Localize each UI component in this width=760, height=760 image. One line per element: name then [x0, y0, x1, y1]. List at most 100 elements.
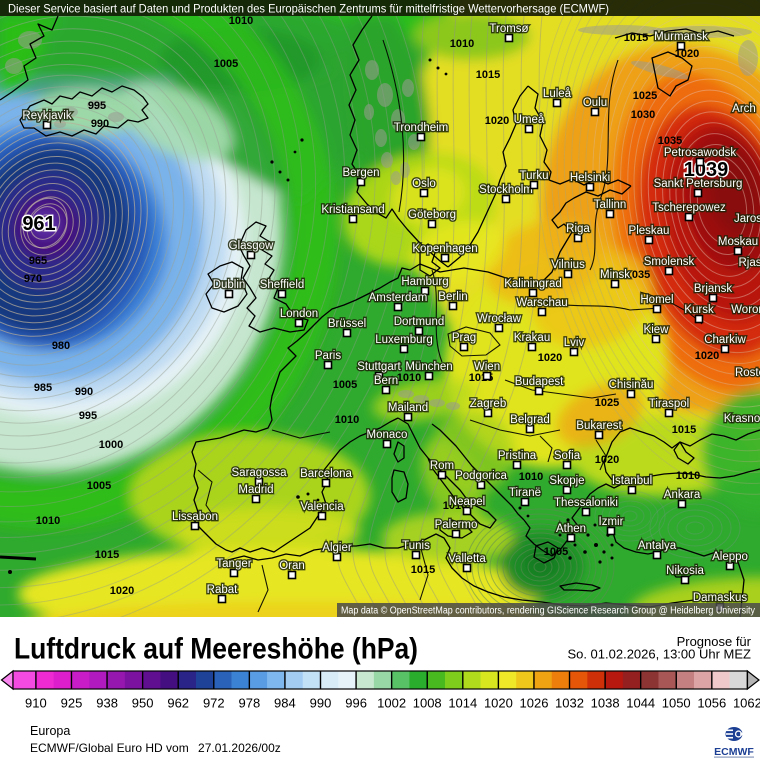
- svg-text:Pristina: Pristina: [498, 450, 537, 462]
- svg-text:Jaros: Jaros: [734, 213, 760, 225]
- svg-text:978: 978: [239, 696, 261, 711]
- svg-text:Umeå: Umeå: [514, 114, 545, 126]
- svg-text:Prag: Prag: [452, 332, 476, 344]
- svg-text:1062: 1062: [733, 696, 760, 711]
- svg-text:1025: 1025: [595, 397, 619, 409]
- svg-text:Monaco: Monaco: [367, 429, 408, 441]
- svg-text:Minsk: Minsk: [600, 269, 630, 281]
- svg-text:Brüssel: Brüssel: [328, 318, 366, 330]
- svg-text:Reykjavik: Reykjavik: [22, 110, 71, 122]
- svg-text:Tanger: Tanger: [216, 558, 251, 570]
- svg-text:Turku: Turku: [520, 170, 549, 182]
- svg-text:1008: 1008: [413, 696, 442, 711]
- svg-text:Bukarest: Bukarest: [576, 420, 622, 432]
- svg-text:Bergen: Bergen: [342, 167, 379, 179]
- svg-text:Berlin: Berlin: [438, 291, 467, 303]
- svg-text:1010: 1010: [335, 414, 359, 426]
- svg-text:Belgrad: Belgrad: [510, 414, 550, 426]
- svg-text:Luftdruck auf Meereshöhe (hPa): Luftdruck auf Meereshöhe (hPa): [14, 633, 418, 666]
- svg-text:Algier: Algier: [322, 542, 352, 554]
- svg-text:Athen: Athen: [556, 523, 586, 535]
- svg-text:1044: 1044: [626, 696, 655, 711]
- svg-text:1010: 1010: [450, 38, 474, 50]
- svg-text:Smolensk: Smolensk: [644, 256, 695, 268]
- svg-text:Krakau: Krakau: [514, 332, 550, 344]
- svg-text:990: 990: [75, 386, 93, 398]
- svg-text:961: 961: [22, 213, 55, 235]
- svg-text:990: 990: [91, 118, 109, 130]
- svg-text:970: 970: [24, 273, 42, 285]
- svg-text:Europa: Europa: [30, 724, 70, 738]
- svg-text:Brjansk: Brjansk: [694, 283, 733, 295]
- svg-text:1025: 1025: [633, 90, 657, 102]
- svg-text:Tiraspol: Tiraspol: [649, 398, 689, 410]
- svg-text:925: 925: [61, 696, 83, 711]
- svg-text:Kaliningrad: Kaliningrad: [504, 278, 562, 290]
- svg-text:Valletta: Valletta: [448, 553, 486, 565]
- svg-text:Skopje: Skopje: [549, 475, 584, 487]
- svg-text:Homel: Homel: [640, 294, 673, 306]
- svg-text:ECMWF: ECMWF: [714, 746, 754, 758]
- svg-text:Kursk: Kursk: [684, 304, 714, 316]
- svg-text:Nikosia: Nikosia: [666, 565, 704, 577]
- svg-text:1014: 1014: [448, 696, 477, 711]
- svg-text:950: 950: [132, 696, 154, 711]
- svg-text:Warschau: Warschau: [516, 297, 567, 309]
- svg-text:1020: 1020: [695, 350, 719, 362]
- svg-text:Neapel: Neapel: [449, 496, 485, 508]
- svg-text:995: 995: [88, 100, 106, 112]
- svg-text:985: 985: [34, 382, 52, 394]
- svg-text:980: 980: [52, 340, 70, 352]
- svg-text:Helsinki: Helsinki: [570, 172, 610, 184]
- svg-text:1035: 1035: [658, 135, 682, 147]
- svg-text:Dortmund: Dortmund: [394, 316, 445, 328]
- svg-text:1015: 1015: [411, 564, 435, 576]
- svg-text:Rabat: Rabat: [207, 584, 238, 596]
- svg-text:Zagreb: Zagreb: [470, 398, 506, 410]
- svg-text:London: London: [280, 308, 318, 320]
- svg-text:1002: 1002: [377, 696, 406, 711]
- svg-text:Budapest: Budapest: [515, 376, 564, 388]
- svg-text:Kiew: Kiew: [644, 324, 670, 336]
- svg-text:Krasno: Krasno: [724, 413, 760, 425]
- svg-text:Göteborg: Göteborg: [408, 209, 456, 221]
- svg-text:Rom: Rom: [430, 460, 454, 472]
- svg-text:962: 962: [167, 696, 189, 711]
- svg-text:Dublin: Dublin: [213, 279, 246, 291]
- svg-text:Pleskau: Pleskau: [629, 225, 670, 237]
- svg-text:1038: 1038: [591, 696, 620, 711]
- svg-text:Bern: Bern: [374, 375, 398, 387]
- svg-text:Oulu: Oulu: [583, 97, 607, 109]
- svg-text:Sheffield: Sheffield: [260, 279, 305, 291]
- svg-text:Oslo: Oslo: [412, 178, 436, 190]
- svg-text:Sofia: Sofia: [554, 450, 581, 462]
- svg-text:Lviv: Lviv: [564, 337, 585, 349]
- svg-text:Antalya: Antalya: [638, 540, 677, 552]
- svg-text:Mailand: Mailand: [388, 402, 428, 414]
- svg-text:1039: 1039: [684, 159, 729, 181]
- svg-text:Petrosawodsk: Petrosawodsk: [664, 147, 736, 159]
- svg-text:1010: 1010: [229, 15, 253, 27]
- svg-text:1000: 1000: [99, 439, 123, 451]
- svg-text:1020: 1020: [675, 48, 699, 60]
- svg-text:Kopenhagen: Kopenhagen: [412, 243, 477, 255]
- svg-text:Moskau: Moskau: [718, 236, 758, 248]
- svg-text:996: 996: [345, 696, 367, 711]
- svg-text:1015: 1015: [95, 549, 119, 561]
- svg-text:1005: 1005: [214, 58, 238, 70]
- svg-text:1015: 1015: [476, 69, 500, 81]
- svg-text:1005: 1005: [544, 546, 568, 558]
- svg-text:Podgorica: Podgorica: [455, 470, 507, 482]
- svg-text:Luleå: Luleå: [543, 88, 572, 100]
- svg-text:Murmansk: Murmansk: [654, 31, 708, 43]
- svg-text:965: 965: [29, 255, 47, 267]
- svg-text:Izmir: Izmir: [599, 516, 624, 528]
- svg-text:Map data © OpenStreetMap contr: Map data © OpenStreetMap contributors, r…: [341, 606, 755, 617]
- svg-text:Glasgow: Glasgow: [229, 240, 274, 252]
- svg-text:1020: 1020: [110, 585, 134, 597]
- svg-text:Barcelona: Barcelona: [300, 468, 352, 480]
- svg-text:1010: 1010: [443, 500, 467, 512]
- svg-text:Kristiansand: Kristiansand: [321, 204, 384, 216]
- svg-text:Vilnius: Vilnius: [551, 259, 585, 271]
- svg-text:Luxemburg: Luxemburg: [375, 334, 433, 346]
